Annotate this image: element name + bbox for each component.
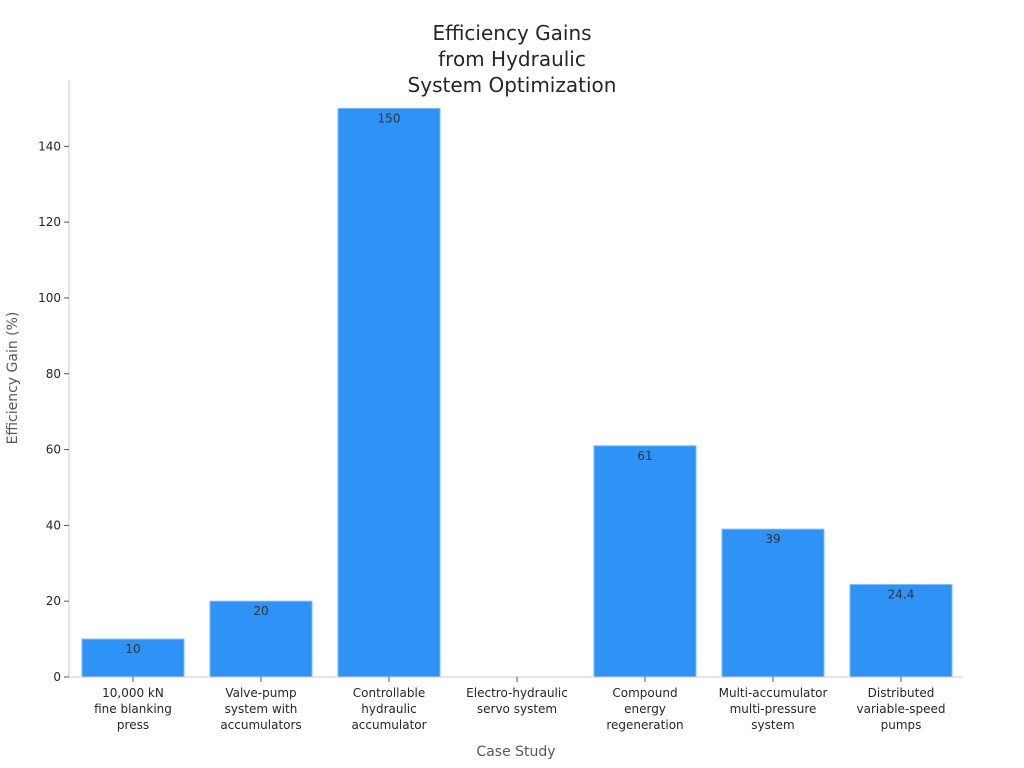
y-tick-label: 20 bbox=[46, 594, 61, 608]
bar-value-label: 61 bbox=[637, 449, 652, 463]
x-tick-label-line: Compound bbox=[612, 686, 677, 700]
x-tick-label: Valve-pump system with accumulators bbox=[220, 686, 301, 732]
bar bbox=[81, 638, 185, 678]
bar-value-label: 10 bbox=[125, 642, 140, 656]
bar bbox=[337, 107, 441, 678]
x-tick-label-line: accumulator bbox=[351, 718, 426, 732]
x-tick-label-line: fine blanking bbox=[94, 702, 172, 716]
bar-value-label: 39 bbox=[765, 532, 780, 546]
x-tick-label: Electro-hydraulic servo system bbox=[466, 686, 568, 716]
bar-value-label: 20 bbox=[253, 604, 268, 618]
x-tick-label-line: system with bbox=[225, 702, 298, 716]
x-tick-label-line: servo system bbox=[477, 702, 557, 716]
x-tick-label-line: 10,000 kN bbox=[102, 686, 164, 700]
bar bbox=[209, 600, 313, 678]
x-axis: 10,000 kN fine blanking press Valve-pump sys… bbox=[69, 676, 963, 732]
bar-value-label: 150 bbox=[378, 111, 401, 125]
y-tick-label: 40 bbox=[46, 518, 61, 532]
y-tick-label: 80 bbox=[46, 367, 61, 381]
x-tick-label-line: pumps bbox=[881, 718, 922, 732]
x-tick-label-line: press bbox=[117, 718, 149, 732]
x-tick-label-line: Multi-accumulator bbox=[719, 686, 828, 700]
x-axis-label: Case Study bbox=[476, 744, 555, 760]
bar bbox=[721, 528, 825, 678]
x-tick-label-line: system bbox=[751, 718, 794, 732]
x-tick-label-line: energy bbox=[624, 702, 666, 716]
bars bbox=[81, 107, 953, 678]
y-tick-label: 100 bbox=[38, 291, 61, 305]
x-tick-label: Controllable hydraulic accumulator bbox=[351, 686, 426, 732]
y-tick-label: 60 bbox=[46, 443, 61, 457]
y-tick-label: 120 bbox=[38, 215, 61, 229]
y-tick-label: 140 bbox=[38, 139, 61, 153]
x-tick-label-line: Controllable bbox=[353, 686, 425, 700]
x-tick-label-line: multi-pressure bbox=[730, 702, 817, 716]
x-tick-label: Multi-accumulator multi-pressure system bbox=[719, 686, 828, 732]
x-tick-label: Compound energy regeneration bbox=[606, 686, 683, 732]
x-tick-label-line: Electro-hydraulic bbox=[466, 686, 568, 700]
chart-title-line: System Optimization bbox=[408, 73, 617, 97]
x-tick-label: 10,000 kN fine blanking press bbox=[94, 686, 172, 732]
chart-title-line: from Hydraulic bbox=[438, 47, 586, 71]
x-tick-label: Distributed variable-speed pumps bbox=[857, 686, 946, 732]
x-tick-label-line: variable-speed bbox=[857, 702, 946, 716]
x-tick-label-line: regeneration bbox=[606, 718, 683, 732]
y-tick-label: 0 bbox=[53, 670, 61, 684]
value-labels: 10 20 150 61 39 24.4 bbox=[125, 111, 914, 656]
y-axis-label: Efficiency Gain (%) bbox=[5, 312, 21, 445]
x-tick-label-line: Distributed bbox=[868, 686, 935, 700]
x-tick-label-line: accumulators bbox=[220, 718, 301, 732]
x-tick-label-line: hydraulic bbox=[361, 702, 416, 716]
chart-title-line: Efficiency Gains bbox=[432, 21, 591, 45]
bar-value-label: 24.4 bbox=[888, 588, 915, 602]
bar bbox=[593, 445, 697, 678]
x-tick-label-line: Valve-pump bbox=[225, 686, 296, 700]
bar bbox=[849, 584, 953, 678]
y-axis: 0 20 40 60 80 100 120 140 bbox=[38, 80, 70, 684]
